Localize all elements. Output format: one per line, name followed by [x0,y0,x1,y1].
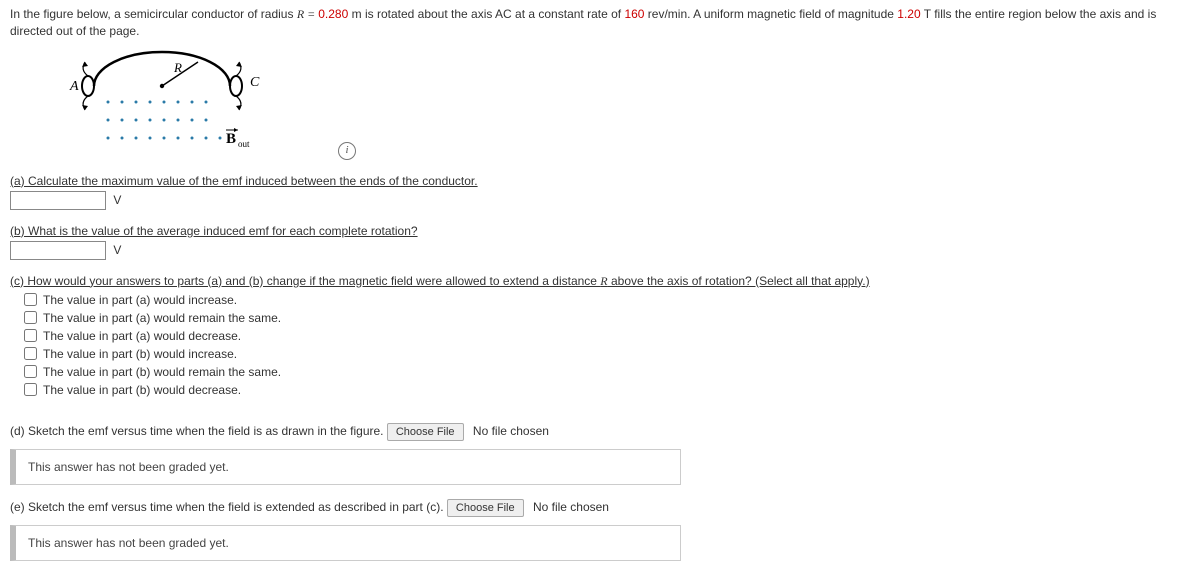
part-b-input[interactable] [10,241,106,260]
part-e-notgraded: This answer has not been graded yet. [10,525,681,561]
part-c-question: (c) How would your answers to parts (a) … [10,274,870,288]
part-c-check-4[interactable] [24,365,37,378]
intro-B-val: 1.20 [897,7,920,21]
part-a-input[interactable] [10,191,106,210]
part-c: (c) How would your answers to parts (a) … [10,274,1190,397]
label-C: C [250,75,260,90]
part-e-choose-file[interactable]: Choose File [447,499,524,517]
intro-text: In the figure below, a semicircular cond… [10,6,1190,40]
part-c-opt-4: The value in part (b) would remain the s… [43,365,281,379]
part-c-check-3[interactable] [24,347,37,360]
part-e-question: (e) Sketch the emf versus time when the … [10,500,444,514]
part-b-unit: V [113,243,121,257]
intro-R-val: 0.280 [318,7,348,21]
part-c-opt-1: The value in part (a) would remain the s… [43,311,281,325]
figure: A C R B out [58,50,268,160]
label-R: R [173,60,182,75]
part-e: (e) Sketch the emf versus time when the … [10,499,1190,561]
info-icon[interactable]: i [338,142,356,160]
part-d-question: (d) Sketch the emf versus time when the … [10,424,384,438]
part-c-opt-2: The value in part (a) would decrease. [43,329,241,343]
part-c-check-0[interactable] [24,293,37,306]
label-B: B [226,131,236,147]
part-c-check-2[interactable] [24,329,37,342]
intro-prefix: In the figure below, a semicircular cond… [10,7,297,21]
intro-rate-unit: rev/min. A uniform magnetic field of mag… [644,7,897,21]
part-d-notgraded: This answer has not been graded yet. [10,449,681,485]
figure-block: A C R B out i [58,50,1190,160]
part-d: (d) Sketch the emf versus time when the … [10,423,1190,485]
label-A: A [69,79,79,94]
part-b: (b) What is the value of the average ind… [10,224,1190,260]
part-c-opt-3: The value in part (b) would increase. [43,347,237,361]
part-d-choose-file[interactable]: Choose File [387,423,464,441]
part-c-check-5[interactable] [24,383,37,396]
part-a-question: (a) Calculate the maximum value of the e… [10,174,478,188]
part-d-nofile: No file chosen [473,424,549,438]
part-c-opt-0: The value in part (a) would increase. [43,293,237,307]
intro-rate-val: 160 [624,7,644,21]
label-B-sub: out [238,139,250,149]
part-e-nofile: No file chosen [533,500,609,514]
part-a-unit: V [113,193,121,207]
intro-R-unit: m is rotated about the axis AC at a cons… [348,7,624,21]
part-c-opt-5: The value in part (b) would decrease. [43,383,241,397]
part-a: (a) Calculate the maximum value of the e… [10,174,1190,210]
intro-R-eq: R = [297,7,318,21]
part-c-check-1[interactable] [24,311,37,324]
part-c-options: The value in part (a) would increase. Th… [24,293,1190,397]
part-b-question: (b) What is the value of the average ind… [10,224,418,238]
